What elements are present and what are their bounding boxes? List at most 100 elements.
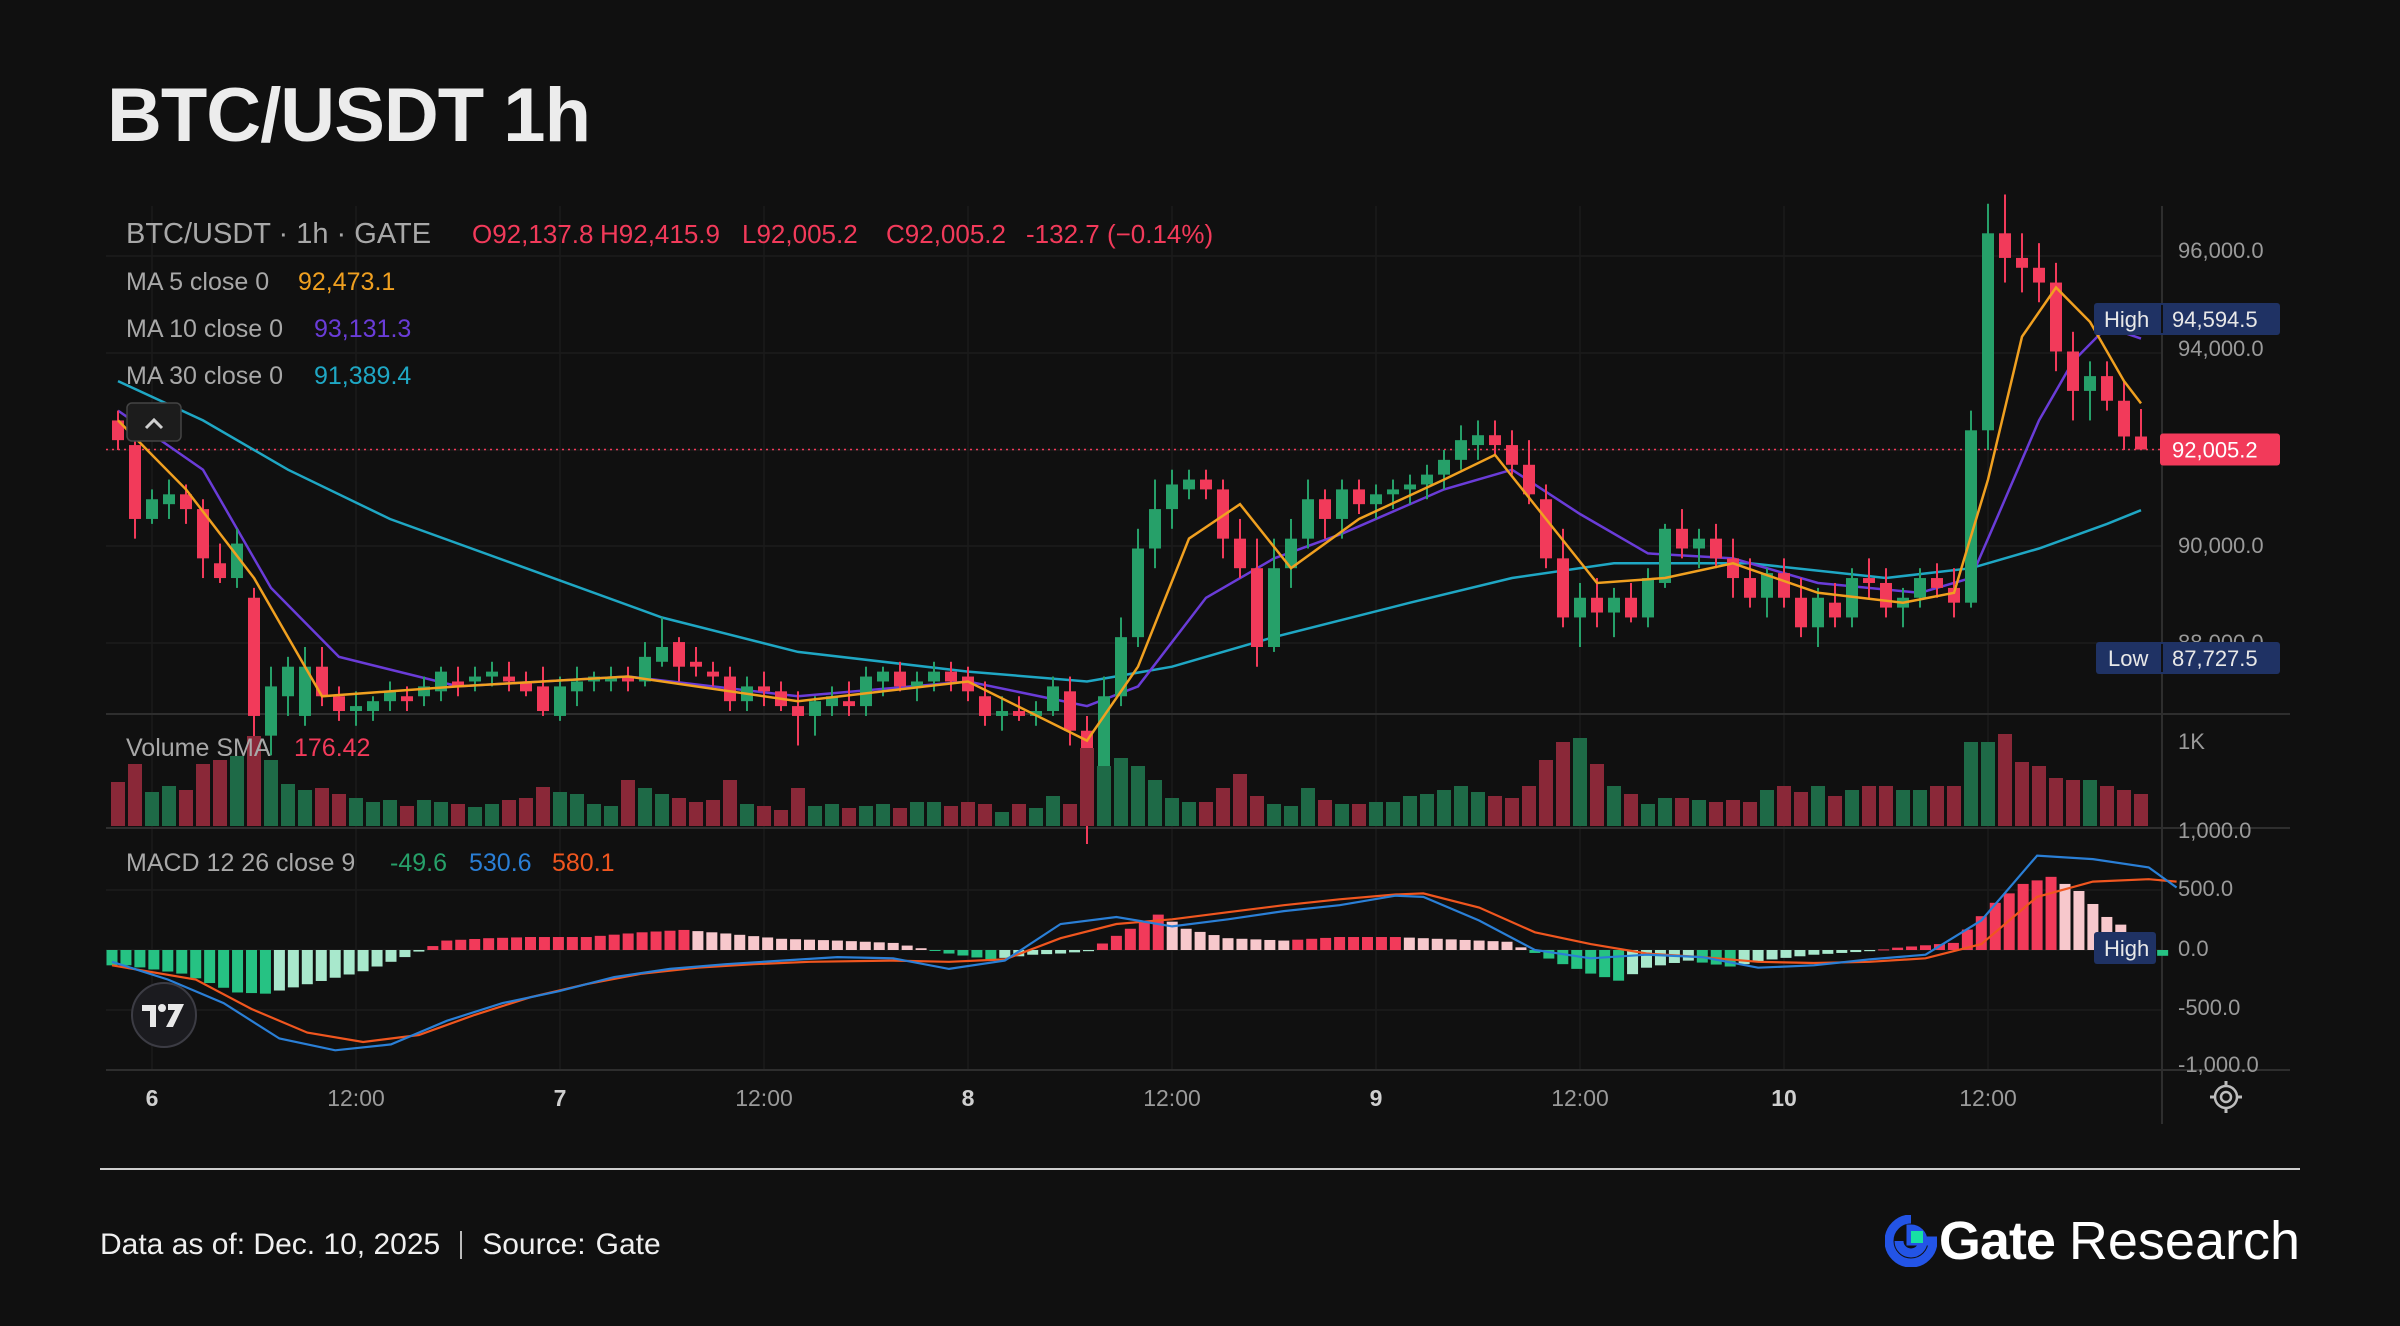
macd-hist-bar [1166,921,1178,950]
volume-bar [1284,806,1298,826]
candle-body [1914,578,1926,598]
macd-hist-bar [204,950,216,984]
macd-hist-bar [1194,931,1206,950]
page-title: BTC/USDT 1h [107,73,591,158]
ohlc-close: C92,005.2 [886,219,1006,249]
volume-bar [1199,802,1213,826]
candle-body [146,499,158,519]
time-tick: 10 [1771,1085,1797,1111]
macd-hist-bar [1250,939,1262,950]
macd-hist-bar [315,950,327,981]
macd-hist-bar [1892,947,1904,950]
candle-body [1676,528,1688,549]
ma5-line-path [117,285,2142,743]
macd-hist-bar [1110,935,1122,950]
candle-body [2016,257,2028,268]
ohlc-symbol: BTC/USDT · 1h · GATE [126,218,431,250]
macd-hist-bar [1515,947,1527,950]
volume-bar [2032,766,2046,826]
candle-body [1489,435,1501,446]
volume-bar [162,786,176,826]
candle-body [996,711,1008,716]
macd-hist-bar [1724,950,1736,967]
macd-hist-bar [343,950,355,975]
macd-hist-bar [2087,903,2099,950]
candle-body [350,706,362,712]
macd-hist-bar [259,950,271,994]
macd-hist-bar [357,950,369,972]
volume-bar [621,780,635,826]
macd-hist-bar [1822,950,1834,954]
macd-hist-bar [413,950,425,952]
macd-hist-bar [1222,938,1234,950]
volume-bar [1998,734,2012,826]
volume-bar [179,790,193,826]
candle-body [1863,578,1875,583]
ma30-line [117,379,2142,683]
volume-bar [1233,774,1247,826]
volume-bar [1403,796,1417,826]
candle-body [1931,578,1943,588]
macd-hist-bar [385,950,397,962]
macd-hist-bar [525,937,536,950]
candle-body [2101,376,2113,401]
volume-bar [434,802,448,826]
macd-hist-bar [134,950,146,968]
candle-body [316,666,328,697]
macd-hist-bar [1557,950,1569,965]
candle-body [962,676,974,692]
macd-hist-bar [957,950,969,956]
candle-body [248,597,260,716]
macd-hist-bar [1334,937,1346,950]
last-price-tag: 92,005.2 [2160,433,2280,466]
macd-hist-bar [1850,950,1862,953]
macd-hist-bar [301,950,313,985]
volume-bar [757,806,771,826]
macd-hist-bar [887,942,899,950]
candle-body [180,494,192,510]
macd-hist-bar [1906,946,1918,950]
volume-bar [672,798,686,826]
volume-bar [774,810,788,826]
volume-bar [604,806,618,826]
macd-hist-bar [469,938,481,950]
volume-bar [842,808,856,826]
macd-panel [106,854,2178,1052]
volume-bar [1131,766,1145,826]
candle-body [1659,528,1671,583]
macd-hist-bar [106,950,118,966]
volume-bar [2083,780,2097,826]
svg-text:94,594.5: 94,594.5 [2172,307,2258,332]
volume-bar [1896,790,1910,826]
candle-body [1455,440,1467,460]
candle-body [1302,499,1314,539]
volume-bar [1437,790,1451,826]
footer-divider [100,1168,2300,1170]
candle-body [1285,538,1297,569]
settings-gear-icon[interactable] [2210,1081,2242,1113]
volume-bar [1913,790,1927,826]
brand-logo: Gate Research [1884,1210,2300,1272]
volume-bar [1522,786,1536,826]
volume-bar [1845,790,1859,826]
macd-hist-bar [1069,950,1081,953]
macd-hist-bar [1794,950,1806,957]
macd-hist-bar [190,950,202,979]
collapse-legend-button[interactable] [126,402,182,442]
macd-hist-bar [817,940,829,950]
macd-hist-bar [1403,937,1415,950]
time-tick: 12:00 [735,1085,793,1111]
candle-body [2050,282,2062,352]
candle-body [197,509,209,559]
candle-body [1642,578,1654,618]
volume-bar [451,804,465,826]
volume-bar [230,756,244,826]
macd-hist-bar [594,935,606,950]
macd-hist-bar [2157,950,2169,956]
volume-bar [706,800,720,826]
ohlc-change: -132.7 (−0.14%) [1026,219,1213,249]
candle-body [1404,484,1416,490]
macd-hist-bar [1473,940,1485,950]
macd-hist-bar [1375,937,1387,950]
